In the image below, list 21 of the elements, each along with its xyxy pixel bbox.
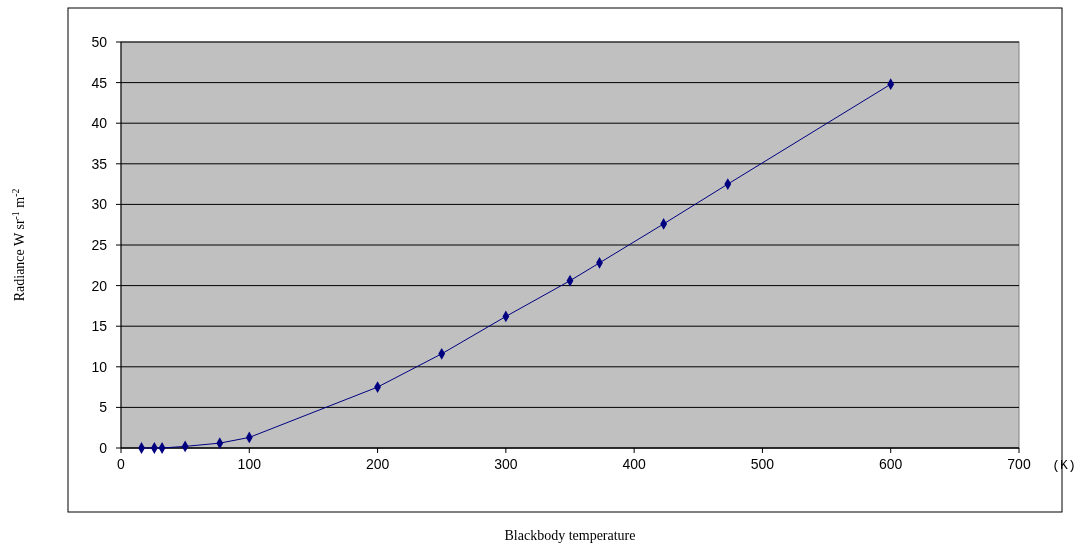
y-tick-label: 50 <box>91 34 108 50</box>
x-tick-label: 300 <box>494 456 518 472</box>
y-tick-label: 0 <box>99 440 108 456</box>
x-tick-label: 500 <box>750 456 775 472</box>
y-tick-label: 15 <box>91 318 108 335</box>
y-tick-label: 30 <box>91 196 108 213</box>
x-tick-label: 200 <box>365 456 390 472</box>
y-tick-label: 10 <box>91 358 108 375</box>
y-tick-label: 25 <box>91 237 108 253</box>
x-tick-label: 600 <box>879 456 903 472</box>
y-tick-label: 20 <box>91 277 108 294</box>
x-tick-label: 100 <box>237 456 262 472</box>
x-axis-title: Blackbody temperature <box>504 528 636 543</box>
x-tick-label: 700 <box>1007 456 1031 472</box>
text: (K) <box>1052 458 1076 473</box>
y-tick-label: 5 <box>99 399 108 416</box>
x-tick-label: 0 <box>117 456 126 472</box>
y-tick-label: 35 <box>91 155 108 172</box>
y-tick-label: 40 <box>91 115 108 132</box>
y-tick-label: 45 <box>91 74 108 91</box>
x-tick-label: 400 <box>622 456 647 472</box>
